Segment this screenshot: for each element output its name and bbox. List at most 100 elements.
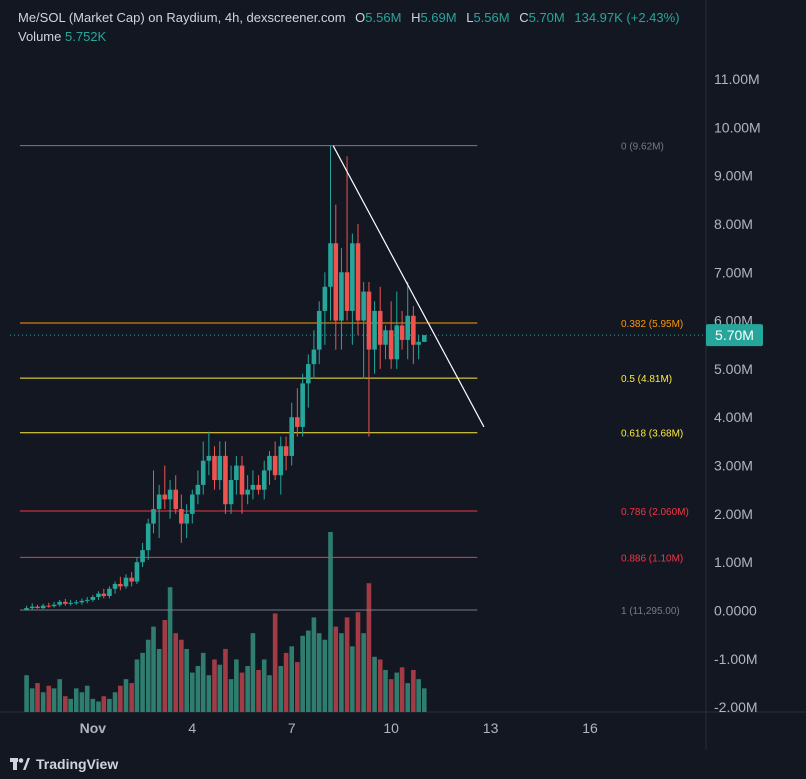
y-tick-label: 1.00M — [714, 554, 753, 570]
open-label: O — [355, 10, 366, 25]
candle-body — [256, 484, 261, 490]
candle-body — [355, 243, 361, 321]
fib-level-label: 0.886 (1.10M) — [621, 553, 683, 564]
volume-bar — [200, 652, 206, 712]
candle-body — [96, 593, 101, 597]
volume-bar — [239, 672, 245, 712]
candle-body — [184, 513, 189, 524]
trend-line[interactable] — [332, 145, 485, 428]
candle-body — [245, 489, 250, 495]
candle-body — [51, 604, 57, 607]
tradingview-label: TradingView — [36, 756, 119, 772]
candle-body — [29, 606, 35, 609]
fib-level-label: 0.5 (4.81M) — [621, 374, 672, 385]
fib-level-label: 0.786 (2.060M) — [621, 507, 689, 518]
candle-body — [361, 291, 366, 321]
last-price-badge-text: 5.70M — [715, 327, 754, 343]
volume-bar — [256, 669, 261, 712]
volume-bar — [245, 666, 250, 712]
candle-body — [399, 325, 405, 340]
candle-body — [195, 484, 201, 495]
footer: TradingView — [0, 750, 806, 779]
y-tick-label: 8.00M — [714, 216, 753, 232]
volume-bar — [283, 652, 289, 712]
volume-bar — [179, 639, 184, 712]
candle-body — [272, 455, 278, 476]
volume-bar — [129, 683, 134, 712]
candle-body — [68, 602, 73, 604]
candle-body — [377, 310, 383, 345]
tradingview-logo[interactable]: TradingView — [10, 756, 118, 772]
candle-body — [372, 310, 377, 350]
volume-bar — [151, 626, 156, 712]
candle-body — [333, 243, 339, 321]
candle-body — [118, 583, 123, 587]
candle-body — [394, 325, 400, 360]
volume-bar — [68, 698, 73, 712]
volume-bar — [305, 630, 311, 712]
candle-body — [79, 600, 85, 603]
candle-body — [112, 583, 118, 589]
candle-body — [366, 291, 372, 350]
volume-bar — [333, 626, 339, 712]
volume-label[interactable]: Volume — [18, 29, 62, 44]
volume-bar — [361, 633, 366, 712]
volume-bar — [394, 672, 400, 712]
open-value: 5.56M — [365, 10, 402, 25]
candle-body — [405, 315, 411, 340]
x-tick-label: 10 — [383, 720, 399, 736]
last-price-badge — [706, 324, 763, 347]
candle-body — [206, 455, 212, 461]
candle-body — [239, 465, 245, 495]
high-value: 5.69M — [420, 10, 457, 25]
candle-body — [63, 601, 68, 604]
candle-body — [261, 470, 267, 490]
y-tick-label: 5.00M — [714, 361, 753, 377]
volume-bar — [217, 664, 223, 712]
volume-bar — [322, 639, 328, 712]
change-value: 134.97K (+2.43%) — [574, 10, 680, 25]
y-tick-label: 0.0000 — [714, 603, 757, 619]
candle-body — [73, 602, 79, 604]
volume-bar — [339, 633, 344, 712]
volume-bar — [421, 688, 427, 712]
volume-bar — [195, 666, 201, 712]
volume-bar — [112, 692, 118, 712]
candle-body — [267, 455, 272, 471]
x-tick-label: Nov — [80, 720, 107, 736]
fib-level-label: 1 (11,295.00) — [621, 606, 680, 617]
candle-body — [57, 601, 63, 605]
volume-bar — [63, 696, 68, 712]
fib-level-label: 0.618 (3.68M) — [621, 429, 683, 440]
candle-body — [151, 509, 156, 524]
volume-bar — [145, 639, 151, 712]
candle-body — [250, 484, 256, 490]
volume-bar — [134, 659, 140, 712]
volume-bar — [344, 617, 350, 712]
volume-bar — [366, 583, 372, 712]
volume-bar — [355, 612, 361, 712]
symbol-title[interactable]: Me/SOL (Market Cap) on Raydium, 4h, dexs… — [18, 10, 346, 25]
candle-body — [339, 272, 344, 321]
x-tick-label: 7 — [288, 720, 296, 736]
volume-bar — [101, 696, 107, 712]
candle-body — [289, 417, 295, 456]
volume-bar — [223, 648, 228, 712]
volume-bar — [51, 688, 57, 712]
candle-body — [278, 446, 284, 476]
price-chart[interactable]: 11.00M10.00M9.00M8.00M7.00M6.00M5.00M4.0… — [0, 0, 806, 750]
volume-bar — [228, 679, 234, 712]
volume-bar — [278, 666, 284, 712]
volume-bar — [96, 701, 101, 712]
x-tick-label: 13 — [483, 720, 499, 736]
y-tick-label: 4.00M — [714, 409, 753, 425]
candle-body — [173, 489, 179, 510]
volume-bar — [383, 669, 388, 712]
tradingview-icon — [10, 758, 30, 770]
candle-body — [344, 272, 350, 311]
candle-body — [328, 243, 333, 287]
volume-bar — [29, 688, 35, 712]
volume-bar — [40, 692, 46, 712]
candle-body — [322, 286, 328, 311]
